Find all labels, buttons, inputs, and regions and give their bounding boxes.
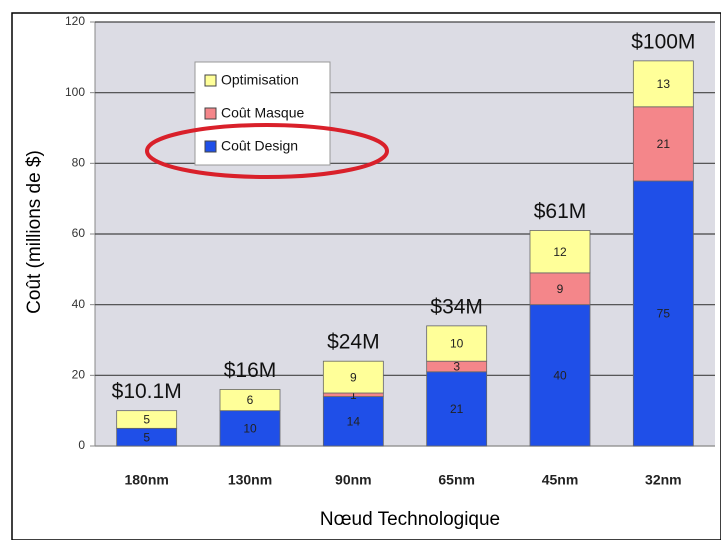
x-tick-label: 130nm [228, 472, 272, 488]
bar-segment [426, 325, 488, 362]
value-label: 3 [453, 360, 460, 374]
total-label: $34M [430, 295, 483, 318]
value-label: 10 [243, 422, 257, 436]
total-label: $100M [631, 30, 695, 53]
x-tick-label: 90nm [335, 472, 372, 488]
y-tick-label: 80 [72, 156, 86, 170]
legend-swatch [204, 140, 217, 153]
value-label: 75 [657, 307, 671, 321]
value-label: 9 [557, 282, 564, 296]
legend-swatch [204, 107, 217, 120]
y-tick-label: 0 [78, 438, 85, 452]
x-tick-label: 45nm [542, 472, 579, 488]
value-label: 21 [657, 137, 671, 151]
value-label: 5 [143, 413, 150, 427]
bar-segment [632, 60, 694, 108]
value-label: 10 [450, 337, 464, 351]
highlight-ellipse [145, 123, 389, 179]
x-axis-title: Nœud Technologique [320, 509, 500, 530]
total-label: $24M [327, 331, 380, 354]
bar-segment [219, 389, 281, 412]
y-tick-label: 40 [72, 297, 86, 311]
bar-segment [529, 230, 591, 274]
value-label: 6 [247, 393, 254, 407]
legend-label: Coût Masque [221, 105, 304, 121]
total-label: $16M [224, 359, 277, 382]
total-label: $10.1M [112, 380, 182, 403]
bar-segment [116, 410, 178, 429]
bar-segment [632, 180, 694, 447]
legend-label: Optimisation [221, 72, 299, 88]
x-tick-label: 180nm [124, 472, 168, 488]
x-tick-label: 32nm [645, 472, 682, 488]
value-label: 5 [143, 430, 150, 444]
value-label: 21 [450, 402, 464, 416]
legend-label: Coût Design [221, 138, 298, 154]
total-label: $61M [534, 200, 587, 223]
value-label: 1 [350, 388, 357, 402]
bar-segment [632, 106, 694, 182]
value-label: 9 [350, 370, 357, 384]
bar-segment [322, 360, 384, 394]
y-tick-label: 100 [65, 85, 85, 99]
bar-segment [219, 410, 281, 447]
bar-segment [426, 371, 488, 447]
y-axis-title: Coût (millions de $) [24, 150, 45, 314]
y-tick-label: 20 [72, 368, 86, 382]
x-tick-label: 65nm [438, 472, 475, 488]
legend-swatch [204, 74, 217, 87]
value-label: 12 [553, 245, 567, 259]
value-label: 13 [657, 77, 671, 91]
value-label: 40 [553, 369, 567, 383]
y-tick-label: 60 [72, 226, 86, 240]
legend [194, 61, 331, 166]
bar-segment [529, 304, 591, 447]
value-label: 14 [347, 414, 361, 428]
y-tick-label: 120 [65, 14, 85, 28]
